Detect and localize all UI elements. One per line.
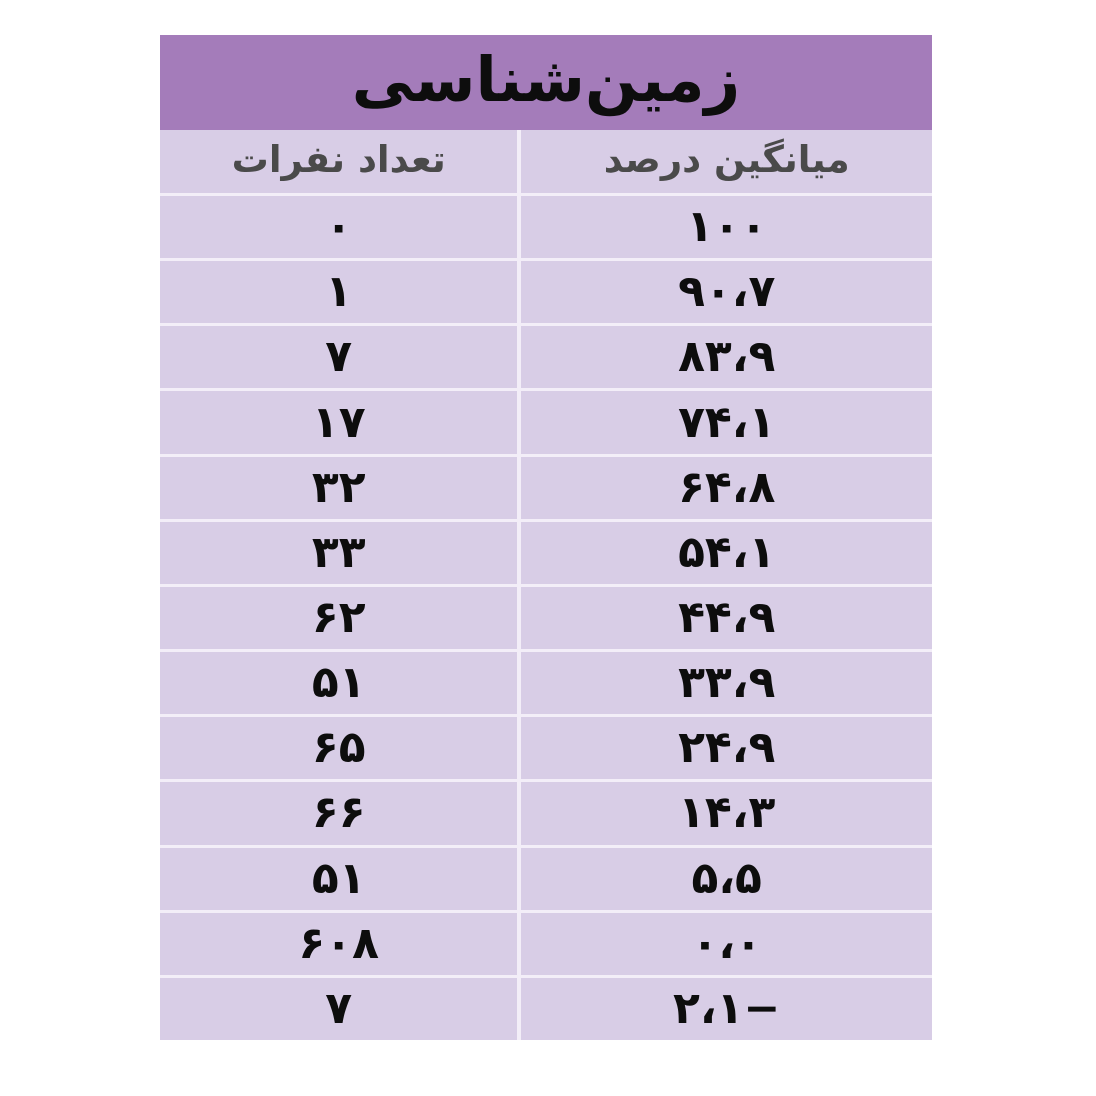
percent-value: ۸۳،۹: [517, 326, 932, 389]
percent-value: ۵۴،۱: [517, 521, 932, 584]
table-row: ۶۲ ۴۴،۹: [160, 583, 932, 650]
count-value: ۰: [325, 201, 353, 253]
percent-value: ۶۴،۸: [517, 456, 932, 519]
count-value: ۳۳: [311, 526, 366, 578]
column-header-percent-cell: میانگین درصد: [517, 130, 932, 193]
percent-value: ۰،۰: [517, 912, 932, 975]
percent-value: ۲۴،۹: [517, 717, 932, 780]
count-value: ۵۱: [311, 657, 366, 709]
percent-value: ۷۴،۱: [517, 391, 932, 454]
table-row: ۵۱ ۵،۵: [160, 844, 932, 910]
count-value: ۷: [325, 982, 353, 1034]
percent-value: ۹۰،۷: [517, 261, 932, 324]
column-header-count-cell: تعداد نفرات: [160, 130, 517, 193]
table-row: ۰ ۱۰۰: [160, 193, 932, 259]
table-row: ۷ ۲،۱−: [160, 974, 932, 1041]
table-title-bar: زمین‌شناسی: [160, 35, 932, 130]
count-value: ۶۰۸: [298, 917, 379, 969]
table-body: ۰ ۱۰۰ ۱ ۹۰،۷ ۷ ۸۳،۹ ۱۷ ۷۴،۱ ۳۲ ۶۴،۸ ۳۳ ۵۴،۱ ۶۲ ۴۴،۹ ۵۱…: [160, 193, 932, 1041]
percent-value: ۱۰۰: [517, 196, 932, 259]
percent-column-label: میانگین درصد: [603, 138, 850, 181]
percent-value: ۴۴،۹: [517, 586, 932, 650]
count-value: ۱۷: [311, 396, 366, 448]
table-row: ۱۷ ۷۴،۱: [160, 388, 932, 454]
count-value: ۵۱: [311, 852, 366, 904]
table-row: ۶۶ ۱۴،۳: [160, 779, 932, 845]
table-row: ۵۱ ۳۳،۹: [160, 649, 932, 715]
table-row: ۳۲ ۶۴،۸: [160, 453, 932, 519]
geology-table: زمین‌شناسی تعداد نفرات میانگین درصد ۰ ۱۰۰…: [160, 35, 932, 1041]
percent-value: ۵،۵: [517, 847, 932, 910]
table-row: ۶۰۸ ۰،۰: [160, 909, 932, 975]
table-row: ۶۵ ۲۴،۹: [160, 714, 932, 780]
count-value: ۱: [325, 266, 353, 318]
table-row: ۱ ۹۰،۷: [160, 258, 932, 324]
table-title: زمین‌شناسی: [351, 42, 741, 116]
percent-value: ۱۴،۳: [517, 782, 932, 845]
column-header-row: تعداد نفرات میانگین درصد: [160, 130, 932, 193]
count-value: ۶۶: [311, 787, 366, 839]
count-value: ۳۲: [311, 461, 366, 513]
count-value: ۶۵: [311, 722, 366, 774]
table-row: ۷ ۸۳،۹: [160, 323, 932, 389]
count-value: ۶۲: [311, 592, 366, 644]
count-value: ۷: [325, 331, 353, 383]
percent-value: ۳۳،۹: [517, 652, 932, 715]
percent-value: ۲،۱−: [517, 977, 932, 1041]
table-row: ۳۳ ۵۴،۱: [160, 518, 932, 584]
count-column-label: تعداد نفرات: [231, 138, 446, 181]
